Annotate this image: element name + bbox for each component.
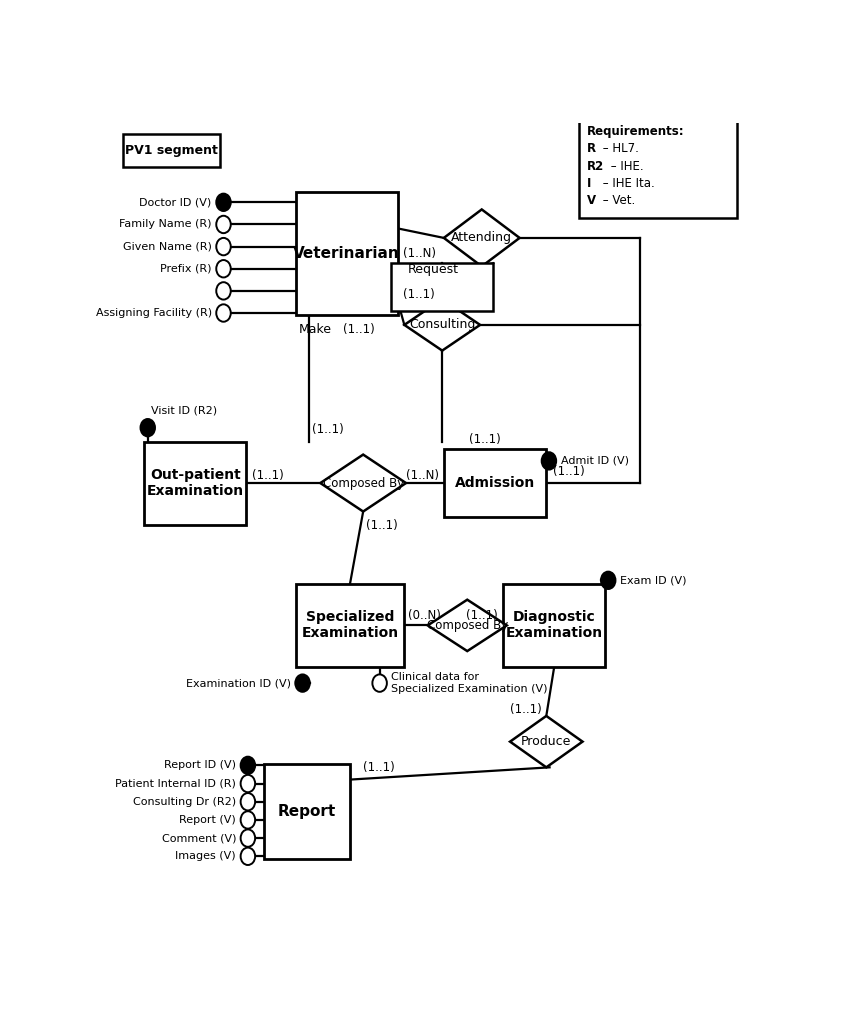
Text: Clinical data for
Specialized Examination (V): Clinical data for Specialized Examinatio… xyxy=(392,673,548,694)
Polygon shape xyxy=(444,210,519,266)
Text: PV1 segment: PV1 segment xyxy=(125,144,218,157)
Bar xyxy=(503,584,605,667)
Polygon shape xyxy=(510,716,582,767)
Bar xyxy=(296,584,405,667)
Text: Exam ID (V): Exam ID (V) xyxy=(620,575,687,585)
Text: Attending: Attending xyxy=(451,231,513,244)
Text: Make: Make xyxy=(299,322,332,336)
Text: (1..1): (1..1) xyxy=(466,609,498,622)
Circle shape xyxy=(541,452,556,469)
Text: Veterinarian: Veterinarian xyxy=(293,246,400,261)
Text: Composed By: Composed By xyxy=(322,477,404,490)
Text: Report (V): Report (V) xyxy=(179,815,236,825)
Bar xyxy=(444,450,546,517)
Text: (1..1): (1..1) xyxy=(403,289,434,301)
Bar xyxy=(144,442,246,525)
Text: Consulting Dr (R2): Consulting Dr (R2) xyxy=(133,797,236,807)
Text: Produce: Produce xyxy=(521,735,571,748)
Text: Doctor ID (V): Doctor ID (V) xyxy=(139,197,212,207)
Text: Report ID (V): Report ID (V) xyxy=(164,760,236,770)
Polygon shape xyxy=(320,455,406,511)
Text: Consulting: Consulting xyxy=(409,318,475,332)
Text: V: V xyxy=(587,194,596,207)
Text: Visit ID (R2): Visit ID (R2) xyxy=(151,405,217,415)
Circle shape xyxy=(372,675,387,692)
Text: (0..N): (0..N) xyxy=(408,609,440,622)
Text: Out-patient
Examination: Out-patient Examination xyxy=(146,468,244,498)
Text: Composed By: Composed By xyxy=(427,619,507,632)
Bar xyxy=(296,192,398,315)
Text: (1..1): (1..1) xyxy=(252,468,283,482)
Text: – IHE Ita.: – IHE Ita. xyxy=(599,177,654,190)
Bar xyxy=(391,263,493,310)
Circle shape xyxy=(241,757,255,774)
Circle shape xyxy=(241,847,255,865)
Text: Assigning Facility (R): Assigning Facility (R) xyxy=(95,308,212,318)
Circle shape xyxy=(241,793,255,810)
Text: Family Name (R): Family Name (R) xyxy=(119,220,212,229)
Text: Diagnostic
Examination: Diagnostic Examination xyxy=(506,610,603,641)
Text: Specialized
Examination: Specialized Examination xyxy=(302,610,399,641)
Text: Images (V): Images (V) xyxy=(175,851,236,862)
Text: (1..1): (1..1) xyxy=(468,433,501,447)
Circle shape xyxy=(216,282,230,300)
Text: – IHE.: – IHE. xyxy=(607,159,643,173)
Text: – HL7.: – HL7. xyxy=(599,142,639,155)
Circle shape xyxy=(216,238,230,256)
Text: Admit ID (V): Admit ID (V) xyxy=(561,456,629,466)
Circle shape xyxy=(601,572,615,589)
Circle shape xyxy=(241,774,255,792)
Circle shape xyxy=(295,675,309,692)
Text: (1..1): (1..1) xyxy=(343,322,375,336)
Circle shape xyxy=(216,304,230,321)
Bar xyxy=(264,764,350,859)
Text: (1..1): (1..1) xyxy=(510,703,541,716)
Circle shape xyxy=(241,811,255,829)
Text: Comment (V): Comment (V) xyxy=(162,833,236,843)
Text: (1..1): (1..1) xyxy=(363,761,395,774)
Text: Given Name (R): Given Name (R) xyxy=(122,241,212,252)
Text: (1..1): (1..1) xyxy=(312,423,344,436)
Bar xyxy=(122,134,220,166)
Polygon shape xyxy=(405,299,480,350)
Circle shape xyxy=(241,830,255,847)
Text: Examination ID (V): Examination ID (V) xyxy=(185,678,291,688)
Text: Requirements:: Requirements: xyxy=(587,125,685,138)
Text: R2: R2 xyxy=(587,159,604,173)
Bar xyxy=(579,117,737,218)
Text: (1..N): (1..N) xyxy=(403,248,436,260)
Circle shape xyxy=(216,260,230,277)
Text: – Vet.: – Vet. xyxy=(599,194,635,207)
Text: (1..1): (1..1) xyxy=(552,464,584,478)
Circle shape xyxy=(216,216,230,233)
Circle shape xyxy=(140,419,155,436)
Text: Patient Internal ID (R): Patient Internal ID (R) xyxy=(115,778,236,789)
Text: I: I xyxy=(587,177,592,190)
Text: R: R xyxy=(587,142,596,155)
Text: Report: Report xyxy=(278,804,337,819)
Circle shape xyxy=(216,194,230,211)
Text: Prefix (R): Prefix (R) xyxy=(160,264,212,274)
Text: (1..N): (1..N) xyxy=(405,468,439,482)
Text: Request: Request xyxy=(408,263,459,276)
Polygon shape xyxy=(428,600,507,651)
Text: Admission: Admission xyxy=(455,477,535,490)
Text: (1..1): (1..1) xyxy=(366,520,398,532)
